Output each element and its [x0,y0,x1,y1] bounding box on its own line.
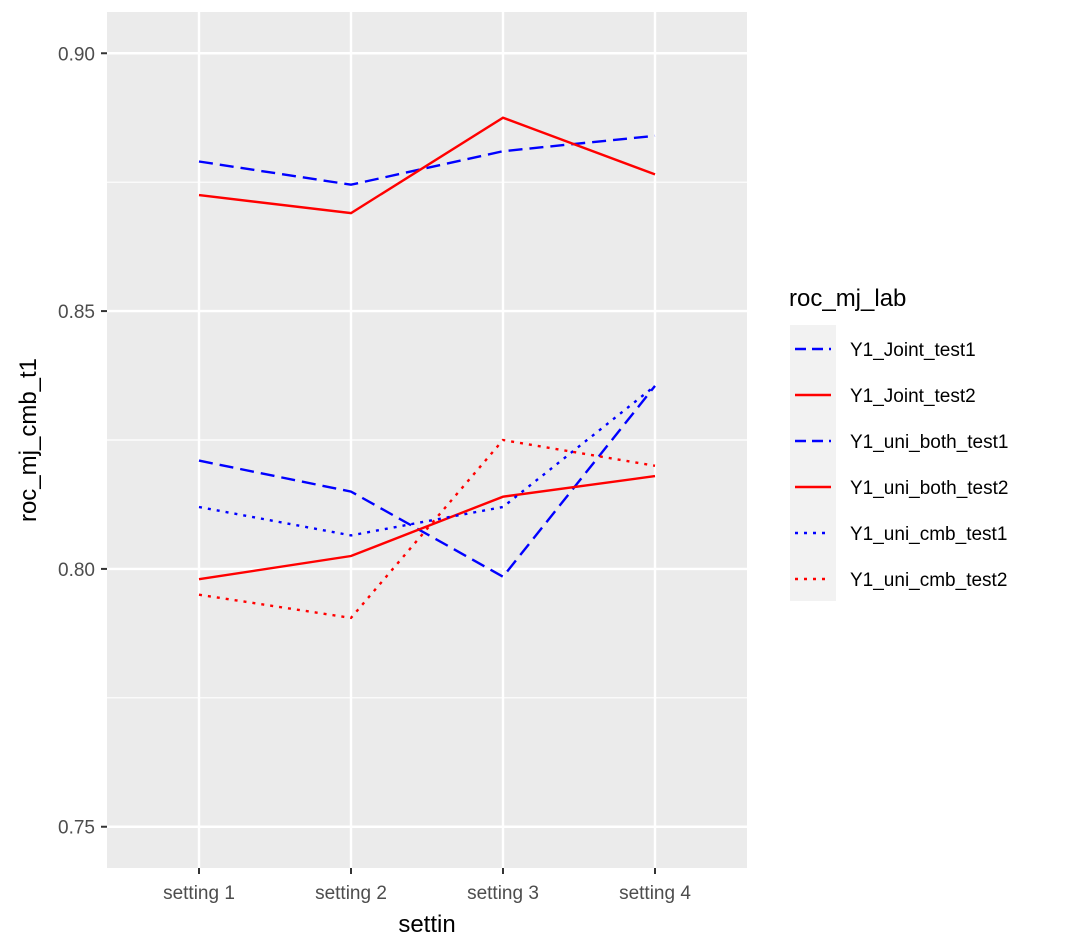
legend-label: Y1_Joint_test1 [850,340,976,361]
legend-key-background [790,325,836,601]
legend-title: roc_mj_lab [789,285,906,312]
y-axis: 0.75 0.80 0.85 0.90 [58,44,107,839]
series-line-y1-uni-cmb-test2 [198,438,656,620]
y-tick-label: 0.90 [58,44,95,65]
y-tick-label: 0.85 [58,302,95,323]
legend-label: Y1_uni_cmb_test1 [850,524,1007,545]
x-tick-label: setting 4 [619,883,691,904]
y-tick-label: 0.80 [58,560,95,581]
series-lines [198,116,656,620]
x-tick-label: setting 2 [315,883,387,904]
legend-label: Y1_Joint_test2 [850,386,976,407]
minor-gridlines [107,181,747,699]
legend-label: Y1_uni_both_test2 [850,478,1008,499]
y-axis-title: roc_mj_cmb_t1 [15,358,42,522]
x-tick-label: setting 3 [467,883,539,904]
x-tick-label: setting 1 [163,883,235,904]
series-line-y1-uni-both-test2 [198,474,656,581]
series-line-y1-uni-both-test1 [198,385,656,579]
legend-label: Y1_uni_cmb_test2 [850,570,1007,591]
series-line-y1-joint-test2 [198,116,656,215]
legend: roc_mj_lab Y1_Joint_test1 Y1_Joint_test2 Y… [789,285,1008,601]
series-line-y1-uni-cmb-test1 [198,384,656,537]
series-line-y1-joint-test1 [198,134,656,186]
legend-label: Y1_uni_both_test1 [850,432,1008,453]
x-axis: setting 1 setting 2 setting 3 setting 4 [163,868,691,904]
x-axis-title: settin [398,911,455,938]
y-tick-label: 0.75 [58,818,95,839]
